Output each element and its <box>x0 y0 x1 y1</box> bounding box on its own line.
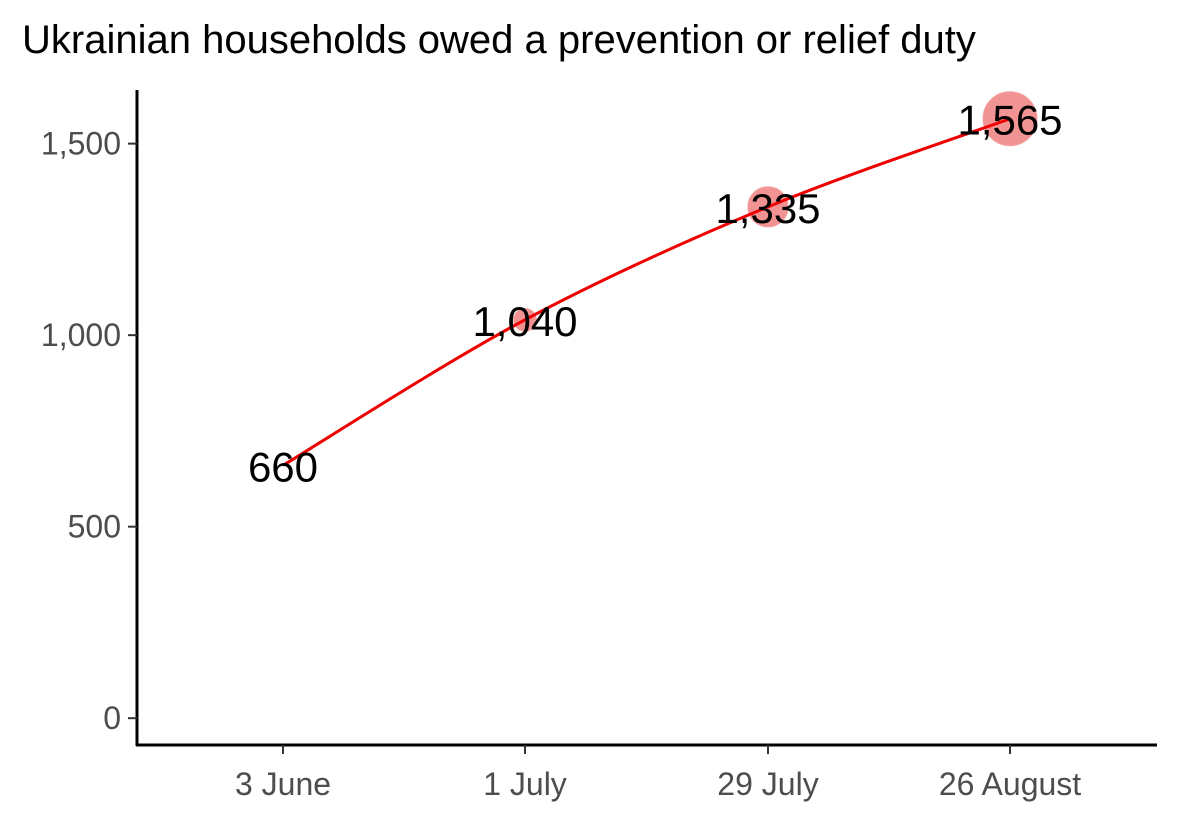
series-line <box>282 117 1011 467</box>
x-tick-label: 1 July <box>483 766 567 802</box>
x-tick-label: 29 July <box>717 766 818 802</box>
data-label: 1,565 <box>957 97 1062 144</box>
y-tick-label: 1,500 <box>41 126 121 162</box>
y-tick-label: 1,000 <box>41 317 121 353</box>
y-tick-label: 0 <box>103 700 121 736</box>
data-label: 1,040 <box>472 298 577 345</box>
x-tick-label: 26 August <box>939 766 1081 802</box>
series-line-layer <box>282 117 1011 467</box>
chart-title: Ukrainian households owed a prevention o… <box>22 18 976 62</box>
data-labels-layer: 660 1,040 1,335 1,565 <box>248 97 1063 491</box>
x-tick-label: 3 June <box>235 766 331 802</box>
data-label: 660 <box>248 443 318 490</box>
y-tick-label: 500 <box>68 509 121 545</box>
axes-layer: 0 500 1,000 1,500 3 June 1 July 29 July 26 Augu… <box>41 90 1157 802</box>
data-label: 1,335 <box>715 185 820 232</box>
